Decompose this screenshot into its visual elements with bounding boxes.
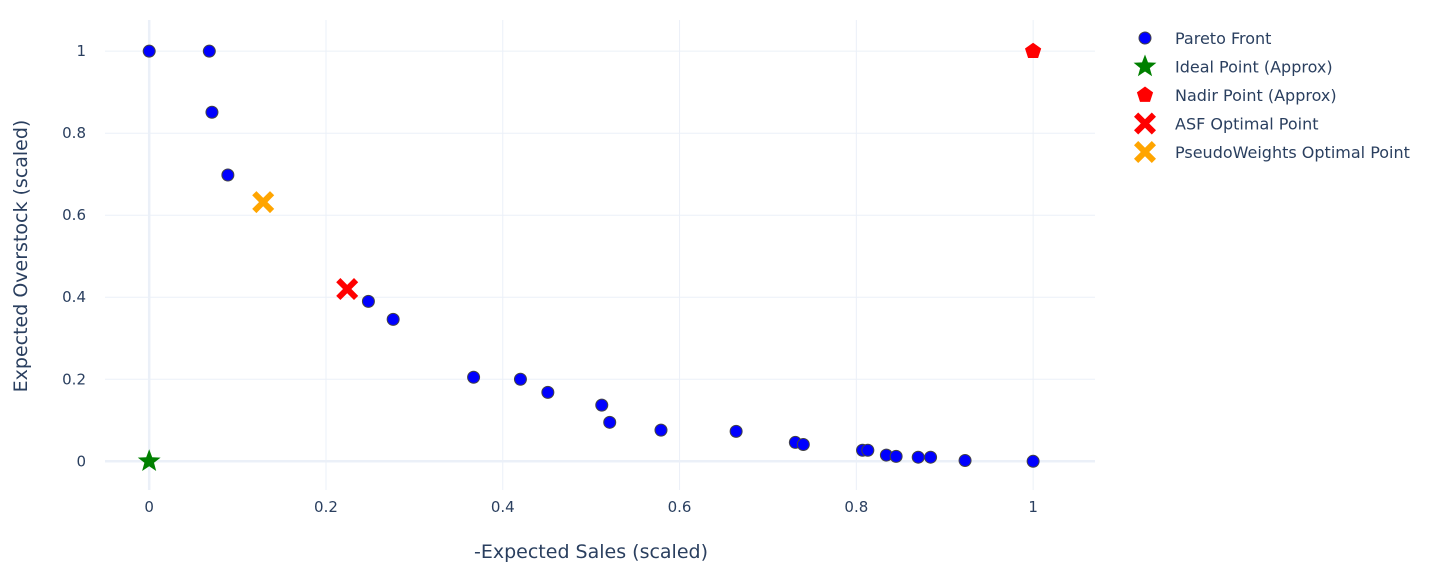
star-marker bbox=[137, 449, 161, 471]
circle-marker bbox=[595, 398, 609, 412]
x-axis-label: -Expected Sales (scaled) bbox=[474, 541, 708, 563]
circle-marker bbox=[361, 294, 375, 308]
pentagon-marker bbox=[1025, 42, 1042, 58]
y-tick-label: 0.8 bbox=[62, 124, 86, 142]
x-tick-label: 0.2 bbox=[314, 498, 338, 516]
y-tick-label: 0.6 bbox=[62, 206, 86, 224]
x-marker bbox=[1134, 112, 1156, 135]
y-axis-label: Expected Overstock (scaled) bbox=[10, 120, 32, 393]
y-tick-label: 0.2 bbox=[62, 370, 86, 388]
circle-marker bbox=[958, 453, 972, 467]
circle-marker bbox=[202, 44, 216, 58]
legend-label: Nadir Point (Approx) bbox=[1175, 86, 1337, 105]
circle-marker bbox=[541, 385, 555, 399]
circle-marker bbox=[603, 415, 617, 429]
y-tick-label: 0.4 bbox=[62, 288, 86, 306]
legend-label: Pareto Front bbox=[1175, 29, 1271, 48]
x-marker bbox=[336, 278, 359, 300]
circle-marker bbox=[889, 449, 903, 463]
circle-marker bbox=[1138, 31, 1152, 45]
legend-label: Ideal Point (Approx) bbox=[1175, 58, 1333, 77]
circle-marker bbox=[654, 423, 668, 437]
circle-marker bbox=[386, 312, 400, 326]
pentagon-marker bbox=[1136, 86, 1154, 102]
x-tick-label: 0.6 bbox=[668, 498, 692, 516]
circle-marker bbox=[924, 450, 938, 464]
circle-marker bbox=[861, 443, 875, 457]
y-tick-label: 1 bbox=[76, 42, 86, 60]
legend-label: ASF Optimal Point bbox=[1175, 115, 1319, 134]
data-marks bbox=[137, 42, 1042, 471]
circle-marker bbox=[729, 424, 743, 438]
x-tick-label: 0 bbox=[144, 498, 154, 516]
circle-marker bbox=[467, 370, 481, 384]
circle-marker bbox=[796, 437, 810, 451]
circle-marker bbox=[142, 44, 156, 58]
legend-label: PseudoWeights Optimal Point bbox=[1175, 143, 1410, 162]
circle-marker bbox=[1026, 454, 1040, 468]
x-tick-label: 0.8 bbox=[844, 498, 868, 516]
circle-marker bbox=[513, 372, 527, 386]
circle-marker bbox=[221, 168, 235, 182]
circle-marker bbox=[205, 105, 219, 119]
tick-labels: 0 0.2 0.4 0.6 0.8 1 0 0.2 0.4 0.6 0.8 1 bbox=[62, 42, 1038, 516]
x-marker bbox=[252, 191, 275, 214]
x-marker bbox=[1134, 141, 1156, 163]
circle-marker bbox=[911, 450, 925, 464]
star-marker bbox=[1133, 54, 1157, 77]
y-tick-label: 0 bbox=[76, 452, 86, 470]
grid bbox=[105, 20, 1095, 490]
legend: Pareto Front Ideal Point (Approx) Nadir Po… bbox=[1133, 29, 1410, 163]
x-tick-label: 0.4 bbox=[491, 498, 515, 516]
x-tick-label: 1 bbox=[1028, 498, 1038, 516]
